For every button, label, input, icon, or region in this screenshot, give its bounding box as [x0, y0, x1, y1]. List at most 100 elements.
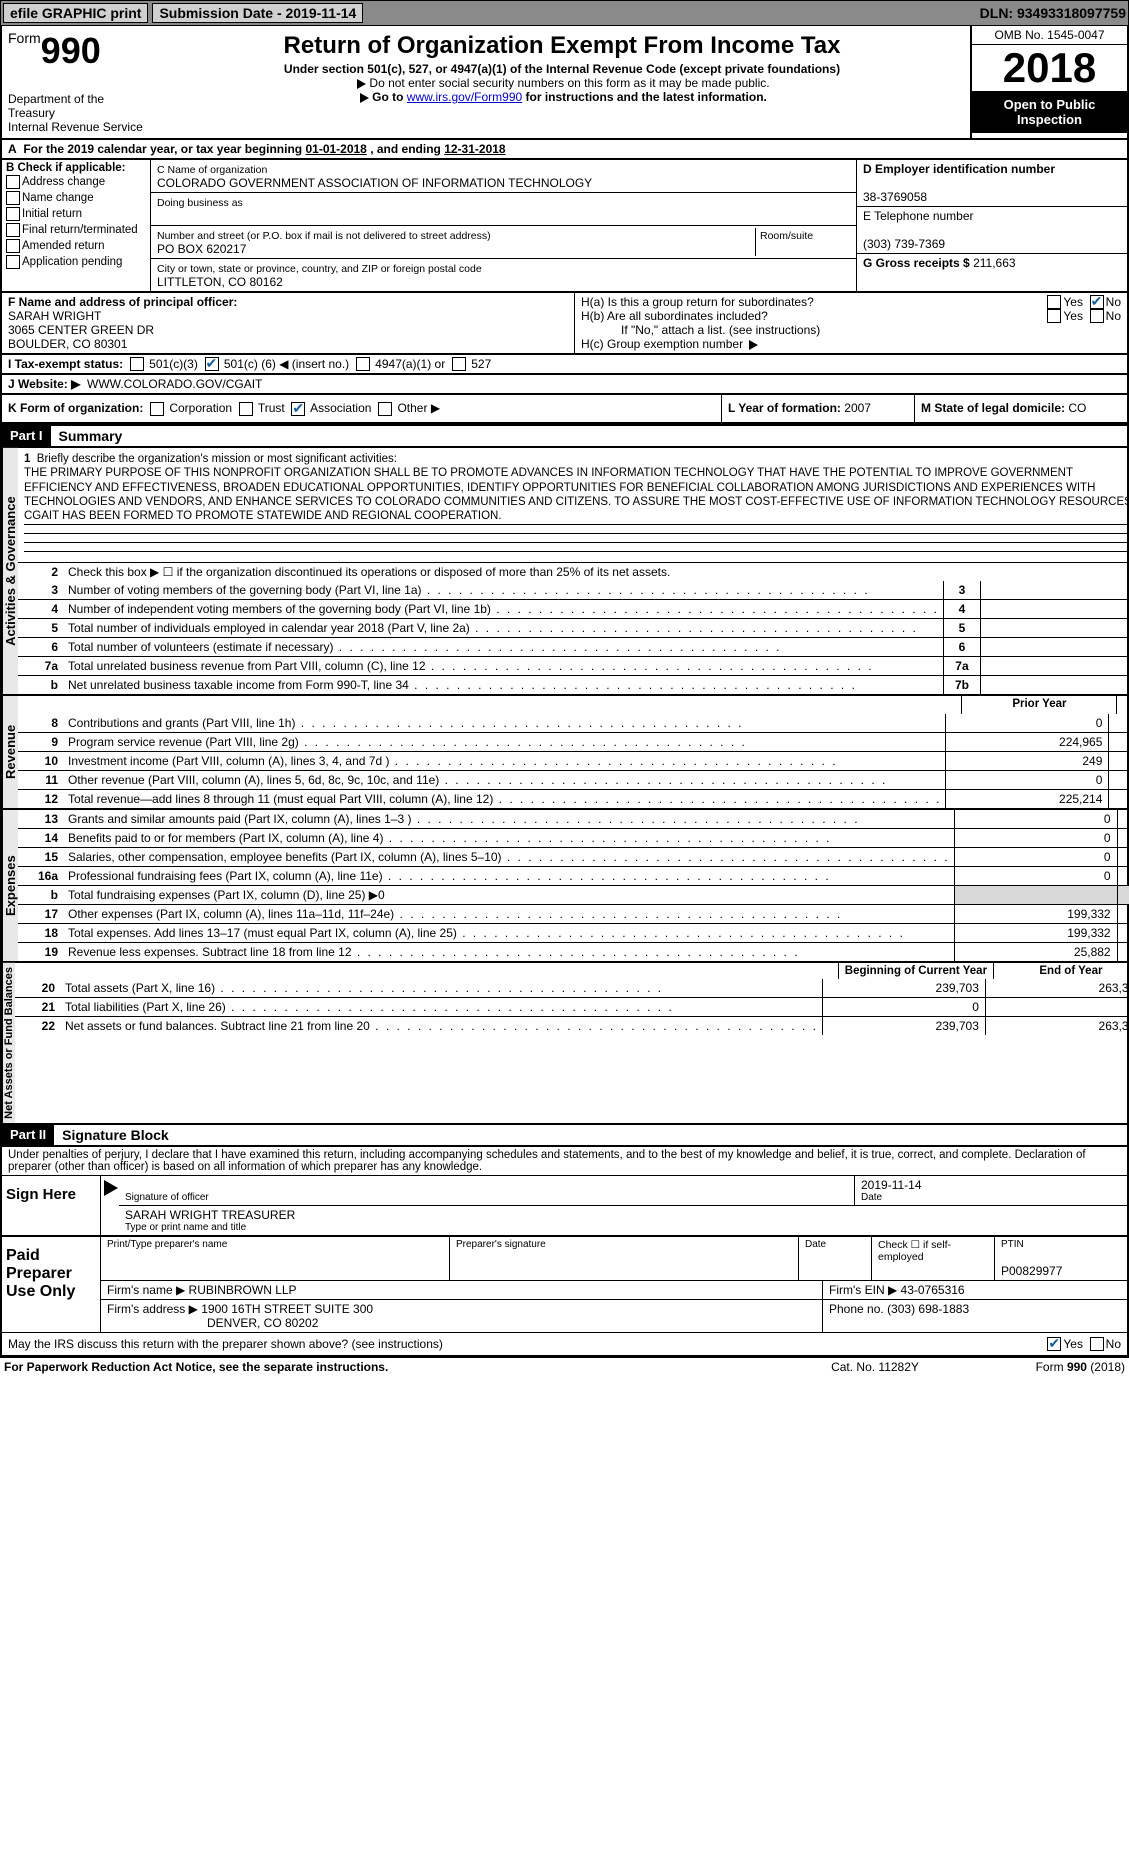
table-row: 11Other revenue (Part VIII, column (A), …: [18, 770, 1129, 789]
c-dba: Doing business as: [157, 197, 243, 209]
c-orgname: COLORADO GOVERNMENT ASSOCIATION OF INFOR…: [157, 176, 592, 190]
checkbox-icon[interactable]: [291, 402, 305, 416]
b-opt: Amended return: [6, 238, 146, 254]
table-row: 15Salaries, other compensation, employee…: [18, 847, 1129, 866]
f-addr2: BOULDER, CO 80301: [8, 337, 127, 351]
part2-badge: Part II: [2, 1125, 54, 1145]
i-label: I Tax-exempt status:: [8, 357, 123, 371]
table-row: 7aTotal unrelated business revenue from …: [18, 656, 1129, 675]
sign-here: Sign Here: [2, 1176, 100, 1235]
col-begin: Beginning of Current Year: [838, 963, 993, 979]
table-row: 19Revenue less expenses. Subtract line 1…: [18, 942, 1129, 961]
side-net: Net Assets or Fund Balances: [2, 963, 15, 1123]
table-row: 20Total assets (Part X, line 16)239,7032…: [15, 979, 1129, 997]
checkbox-icon[interactable]: [6, 239, 20, 253]
checkbox-icon[interactable]: [6, 255, 20, 269]
checkbox-icon[interactable]: [1090, 309, 1104, 323]
block-l: L Year of formation: 2007: [721, 395, 914, 422]
line-a: A For the 2019 calendar year, or tax yea…: [0, 140, 1129, 160]
table-row: 14Benefits paid to or for members (Part …: [18, 828, 1129, 847]
paid-preparer: Paid Preparer Use Only: [2, 1237, 100, 1332]
a-begin: 01-01-2018: [305, 142, 366, 156]
c-street: PO BOX 620217: [157, 242, 246, 256]
hb-note: If "No," attach a list. (see instruction…: [581, 323, 1121, 337]
b-opt: Application pending: [6, 254, 146, 270]
table-row: 22Net assets or fund balances. Subtract …: [15, 1016, 1129, 1035]
efile-button[interactable]: efile GRAPHIC print: [3, 3, 148, 23]
checkbox-icon[interactable]: [1047, 295, 1061, 309]
form-num: 990: [41, 30, 101, 71]
goto: Go to www.irs.gov/Form990 for instructio…: [158, 90, 966, 104]
footer-left: For Paperwork Reduction Act Notice, see …: [4, 1360, 785, 1374]
part1-header-row: Part I Summary: [0, 424, 1129, 448]
header-right: OMB No. 1545-0047 2018 Open to Public In…: [970, 26, 1127, 138]
col-header-row: b Prior Year Current Year: [18, 696, 1129, 714]
bcd-row: B Check if applicable: Address change Na…: [0, 160, 1129, 293]
part1-title: Summary: [51, 426, 131, 446]
line-1: 1 Briefly describe the organization's mi…: [18, 448, 1129, 562]
form990-link[interactable]: www.irs.gov/Form990: [407, 90, 522, 104]
checkbox-icon[interactable]: [1090, 1337, 1104, 1351]
ag-body: 1 Briefly describe the organization's mi…: [18, 448, 1129, 694]
fh-row: F Name and address of principal officer:…: [0, 293, 1129, 355]
table-row: 12Total revenue—add lines 8 through 11 (…: [18, 789, 1129, 808]
checkbox-icon[interactable]: [150, 402, 164, 416]
col-header-row: Beginning of Current Year End of Year: [15, 963, 1129, 979]
b-opt: Initial return: [6, 206, 146, 222]
header-center: Return of Organization Exempt From Incom…: [154, 26, 970, 138]
b-opt: Address change: [6, 174, 146, 190]
exp-section: Expenses 13Grants and similar amounts pa…: [0, 810, 1129, 963]
footer-right: Form 990 (2018): [965, 1360, 1125, 1374]
d-ein: 38-3769058: [863, 190, 927, 204]
d-label: D Employer identification number: [863, 162, 1055, 176]
block-h: H(a) Is this a group return for subordin…: [575, 293, 1127, 353]
checkbox-icon[interactable]: [1047, 1337, 1061, 1351]
paid-preparer-row: Paid Preparer Use Only Print/Type prepar…: [2, 1235, 1127, 1332]
block-k: K Form of organization: Corporation Trus…: [2, 395, 721, 422]
submission-button[interactable]: Submission Date - 2019-11-14: [152, 3, 363, 23]
checkbox-icon[interactable]: [239, 402, 253, 416]
table-row: 21Total liabilities (Part X, line 26)00: [15, 997, 1129, 1016]
table-row: 16aProfessional fundraising fees (Part I…: [18, 866, 1129, 885]
check-if: Check ☐ if self-employed: [871, 1237, 994, 1280]
arrow-icon: [104, 1180, 118, 1196]
klm-row: K Form of organization: Corporation Trus…: [0, 395, 1129, 424]
line-j: J Website: ▶ WWW.COLORADO.GOV/CGAIT: [0, 375, 1129, 395]
side-rev: Revenue: [2, 696, 18, 808]
net-body: Beginning of Current Year End of Year 20…: [15, 963, 1129, 1123]
c-city: LITTLETON, CO 80162: [157, 275, 283, 289]
checkbox-icon[interactable]: [6, 207, 20, 221]
checkbox-icon[interactable]: [1047, 309, 1061, 323]
k-label: K Form of organization:: [8, 401, 143, 415]
net-section: Net Assets or Fund Balances Beginning of…: [0, 963, 1129, 1125]
firm-phone: (303) 698-1883: [887, 1302, 969, 1316]
dept: Department of the Treasury Internal Reve…: [8, 92, 148, 134]
arrow-icon: [357, 79, 366, 89]
block-m: M State of legal domicile: CO: [914, 395, 1127, 422]
g-val: 211,663: [973, 256, 1016, 270]
b-label: B Check if applicable:: [6, 162, 126, 174]
block-c: C Name of organization COLORADO GOVERNME…: [151, 160, 856, 291]
checkbox-icon[interactable]: [130, 357, 144, 371]
a-text: For the 2019 calendar year, or tax year …: [23, 142, 305, 156]
hb-label: H(b) Are all subordinates included?: [581, 309, 1047, 323]
line1-label: Briefly describe the organization's miss…: [37, 453, 397, 465]
checkbox-icon[interactable]: [378, 402, 392, 416]
signature-block: Under penalties of perjury, I declare th…: [0, 1147, 1129, 1357]
tax-year: 2018: [972, 45, 1127, 91]
checkbox-icon[interactable]: [6, 175, 20, 189]
f-label: F Name and address of principal officer:: [8, 295, 237, 309]
checkbox-icon[interactable]: [356, 357, 370, 371]
checkbox-icon[interactable]: [205, 357, 219, 371]
f-addr1: 3065 CENTER GREEN DR: [8, 323, 154, 337]
checkbox-icon[interactable]: [6, 223, 20, 237]
firm-addr: 1900 16TH STREET SUITE 300: [201, 1302, 373, 1316]
checkbox-icon[interactable]: [6, 191, 20, 205]
under-section: Under section 501(c), 527, or 4947(a)(1)…: [158, 62, 966, 76]
c-room-label: Room/suite: [760, 230, 813, 242]
table-row: 5Total number of individuals employed in…: [18, 618, 1129, 637]
line1-text: THE PRIMARY PURPOSE OF THIS NONPROFIT OR…: [24, 467, 1129, 522]
line-i: I Tax-exempt status: 501(c)(3) 501(c) (6…: [0, 355, 1129, 375]
checkbox-icon[interactable]: [452, 357, 466, 371]
checkbox-icon[interactable]: [1090, 295, 1104, 309]
